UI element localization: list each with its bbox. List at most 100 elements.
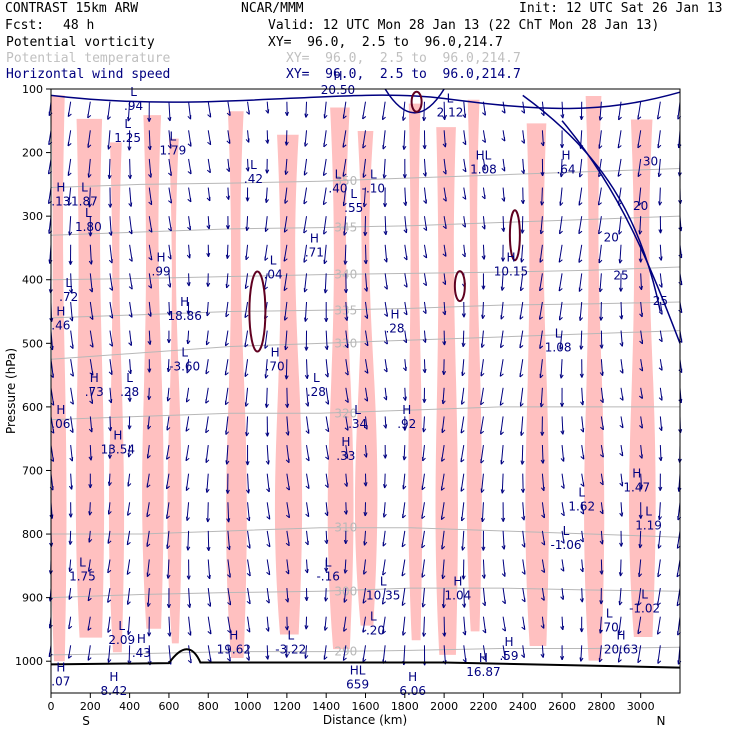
- wind-vector: [443, 588, 445, 608]
- wind-speed-contour: [561, 120, 681, 344]
- wind-arrowhead: [441, 428, 446, 434]
- x-tick-label: 600: [158, 700, 179, 713]
- pv-extrema-value: .13: [51, 194, 70, 208]
- wind-arrowhead: [343, 598, 348, 603]
- wind-vector: [168, 301, 171, 316]
- wind-arrowhead: [147, 340, 152, 345]
- wind-speed-contour: [522, 94, 662, 312]
- wind-arrowhead: [501, 545, 506, 550]
- wind-arrowhead: [264, 374, 269, 379]
- pv-extrema-type: H: [561, 149, 570, 163]
- pv-extrema-type: H: [109, 670, 118, 684]
- wind-arrowhead: [147, 117, 152, 122]
- wind-arrowhead: [362, 114, 367, 120]
- wind-arrowhead: [304, 346, 309, 351]
- pv-shade-band: [108, 142, 125, 653]
- wind-arrowhead: [618, 601, 623, 606]
- wind-vector: [659, 244, 662, 261]
- wind-arrowhead: [637, 629, 642, 635]
- wind-arrowhead: [481, 225, 486, 230]
- wind-vector: [580, 330, 583, 350]
- wind-speed-contour: [384, 88, 445, 114]
- pv-extrema-type: H: [56, 660, 65, 674]
- wind-arrowhead: [265, 109, 270, 114]
- wind-arrowhead: [244, 402, 249, 407]
- wind-arrowhead: [619, 369, 624, 374]
- wind-arrowhead: [324, 626, 328, 631]
- wind-arrowhead: [109, 286, 114, 291]
- wind-arrowhead: [599, 344, 604, 349]
- pv-extrema-value: .72: [59, 290, 78, 304]
- wind-arrowhead: [519, 343, 524, 349]
- wind-arrowhead: [364, 287, 368, 292]
- pv-extrema-type: L: [79, 556, 86, 570]
- wind-arrowhead: [205, 369, 210, 375]
- wind-arrowhead: [541, 541, 546, 546]
- wind-arrowhead: [442, 197, 447, 202]
- wind-arrowhead: [540, 653, 545, 658]
- wind-vector: [325, 530, 328, 544]
- wind-arrowhead: [560, 595, 565, 600]
- wind-arrowhead: [598, 144, 603, 149]
- x-tick-label: 2600: [548, 700, 576, 713]
- wind-arrowhead: [146, 542, 151, 547]
- wind-arrowhead: [107, 174, 112, 180]
- wind-vector: [638, 559, 642, 577]
- wind-arrowhead: [461, 575, 466, 580]
- wind-arrowhead: [304, 625, 309, 630]
- wind-arrowhead: [107, 598, 112, 603]
- wind-arrowhead: [283, 257, 288, 262]
- wind-arrowhead: [225, 430, 230, 435]
- wind-vector: [127, 101, 131, 122]
- wind-vector: [619, 588, 622, 606]
- wind-vector: [324, 273, 327, 294]
- wind-arrowhead: [480, 372, 485, 377]
- wind-arrowhead: [539, 258, 544, 263]
- wind-arrowhead: [246, 656, 250, 661]
- wind-vector: [560, 359, 563, 379]
- pv-extrema-value: .59: [499, 649, 518, 663]
- wind-vector: [88, 187, 91, 208]
- wind-arrowhead: [362, 144, 367, 149]
- wind-arrowhead: [226, 573, 231, 578]
- wind-arrowhead: [638, 572, 643, 578]
- wind-vector: [561, 101, 564, 119]
- wind-vector: [640, 273, 643, 290]
- wind-arrowhead: [618, 259, 623, 264]
- wind-arrowhead: [226, 518, 231, 523]
- wind-arrowhead: [264, 403, 269, 408]
- wind-arrowhead: [619, 512, 624, 517]
- wind-vector: [404, 387, 406, 401]
- pv-extrema-value: 2.12: [437, 105, 464, 119]
- wind-arrowhead: [638, 484, 643, 489]
- wind-arrowhead: [246, 571, 251, 577]
- pv-extrema-type: L: [181, 346, 188, 360]
- wind-arrowhead: [519, 372, 524, 378]
- pv-extrema-type: L: [645, 505, 652, 519]
- wind-arrowhead: [107, 454, 112, 459]
- wind-arrowhead: [284, 345, 289, 351]
- wind-arrowhead: [559, 316, 563, 321]
- pv-shade-band: [327, 107, 354, 650]
- x-tick-label: 1000: [234, 700, 262, 713]
- wind-arrowhead: [225, 312, 230, 318]
- pv-extrema-value: .28: [120, 385, 139, 399]
- wind-arrowhead: [539, 286, 544, 292]
- wind-arrowhead: [246, 544, 251, 549]
- wind-arrowhead: [421, 543, 426, 549]
- wind-arrowhead: [422, 172, 427, 177]
- wind-arrowhead: [166, 426, 171, 431]
- pv-extrema-value: 659: [346, 678, 369, 692]
- wind-vector: [89, 445, 92, 461]
- wind-arrowhead: [579, 628, 584, 633]
- wind-arrowhead: [421, 514, 426, 519]
- wind-arrowhead: [578, 258, 583, 263]
- wind-arrowhead: [657, 143, 662, 149]
- wind-arrowhead: [658, 456, 663, 462]
- wind-arrowhead: [89, 343, 94, 348]
- wind-arrowhead: [637, 601, 642, 606]
- wind-arrowhead: [107, 145, 112, 150]
- wind-arrowhead: [187, 603, 192, 608]
- wind-arrowhead: [362, 628, 367, 633]
- pv-shade-band: [167, 138, 182, 644]
